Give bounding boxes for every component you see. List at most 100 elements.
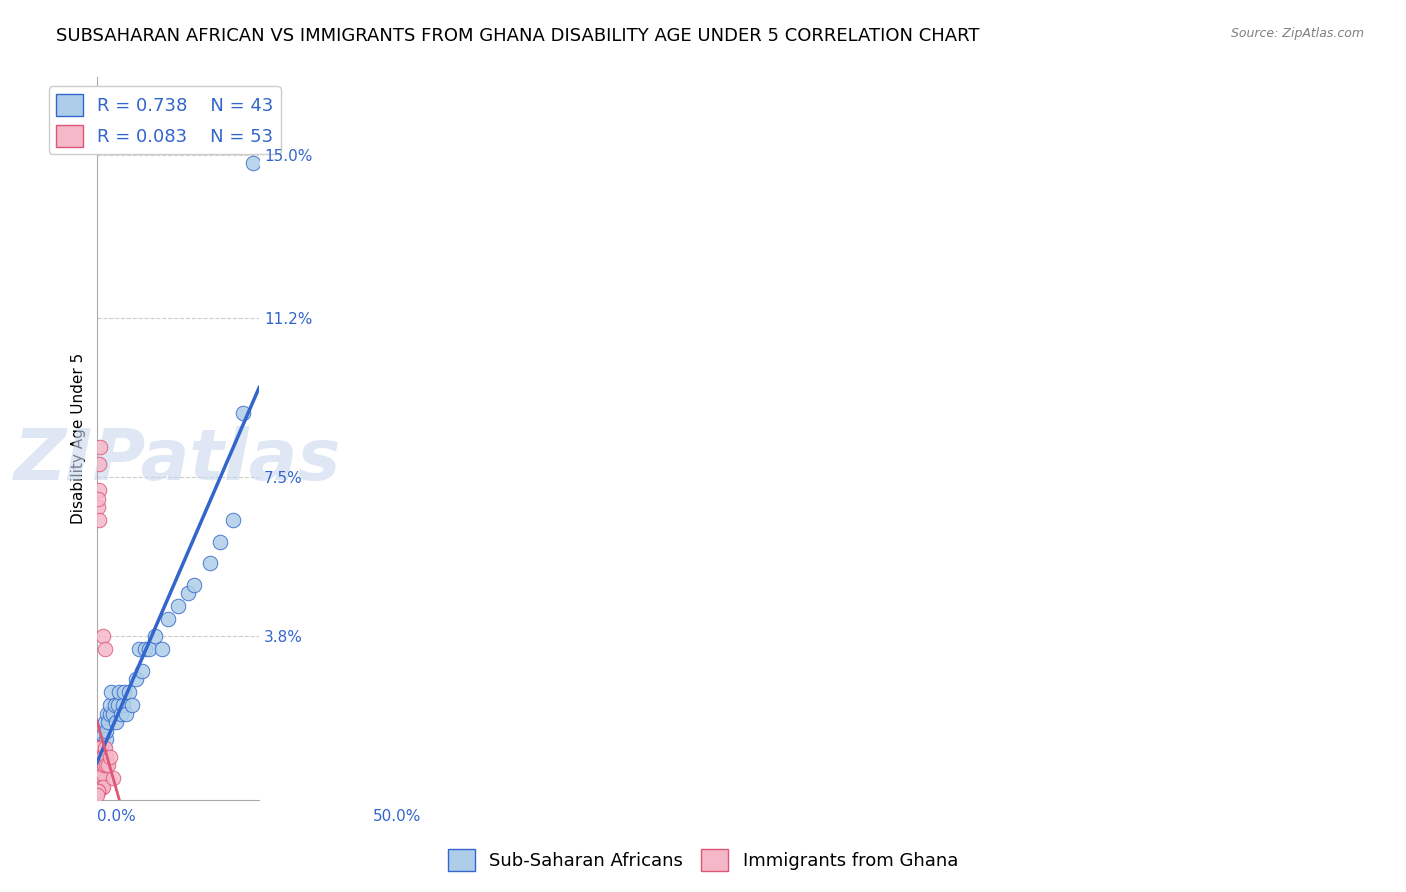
Point bbox=[86, 784, 108, 798]
Point bbox=[183, 577, 205, 591]
Legend: Sub-Saharan Africans, Immigrants from Ghana: Sub-Saharan Africans, Immigrants from Gh… bbox=[440, 842, 966, 879]
Point bbox=[89, 749, 111, 764]
Point bbox=[91, 749, 114, 764]
Point bbox=[90, 749, 112, 764]
Point bbox=[94, 741, 117, 756]
Point bbox=[94, 732, 117, 747]
Point bbox=[87, 491, 110, 506]
Point bbox=[103, 698, 125, 712]
Point bbox=[94, 749, 117, 764]
Point bbox=[87, 766, 110, 780]
Point bbox=[87, 775, 110, 789]
Point bbox=[90, 741, 112, 756]
Point bbox=[124, 672, 146, 686]
Point bbox=[87, 758, 110, 772]
Point bbox=[87, 741, 110, 756]
Point bbox=[94, 642, 117, 657]
Text: ZIPatlas: ZIPatlas bbox=[14, 425, 342, 495]
Point bbox=[134, 642, 156, 657]
Point bbox=[89, 741, 111, 756]
Point bbox=[101, 771, 124, 785]
Point bbox=[121, 698, 143, 712]
Point bbox=[89, 775, 111, 789]
Point bbox=[91, 766, 114, 780]
Point bbox=[87, 766, 110, 780]
Point bbox=[128, 642, 150, 657]
Point bbox=[94, 715, 117, 730]
Point bbox=[90, 780, 112, 794]
Point bbox=[200, 556, 222, 570]
Point bbox=[176, 586, 198, 600]
Point bbox=[112, 685, 135, 699]
Point bbox=[91, 629, 114, 643]
Point bbox=[100, 685, 122, 699]
Point bbox=[87, 749, 110, 764]
Point bbox=[96, 758, 118, 772]
Point bbox=[89, 766, 111, 780]
Point bbox=[209, 534, 232, 549]
Point bbox=[105, 715, 128, 730]
Point bbox=[89, 758, 111, 772]
Point bbox=[90, 775, 112, 789]
Point bbox=[89, 771, 111, 785]
Point bbox=[157, 612, 180, 626]
Point bbox=[93, 741, 115, 756]
Point bbox=[87, 483, 110, 497]
Point bbox=[87, 758, 110, 772]
Point bbox=[89, 440, 111, 454]
Point bbox=[96, 723, 118, 738]
Text: 50.0%: 50.0% bbox=[374, 809, 422, 824]
Point bbox=[87, 513, 110, 527]
Point bbox=[91, 780, 114, 794]
Point bbox=[97, 715, 120, 730]
Point bbox=[89, 766, 111, 780]
Text: SUBSAHARAN AFRICAN VS IMMIGRANTS FROM GHANA DISABILITY AGE UNDER 5 CORRELATION C: SUBSAHARAN AFRICAN VS IMMIGRANTS FROM GH… bbox=[56, 27, 980, 45]
Point bbox=[107, 698, 129, 712]
Point bbox=[90, 758, 112, 772]
Point bbox=[90, 758, 112, 772]
Point bbox=[87, 758, 110, 772]
Point bbox=[89, 775, 111, 789]
Point bbox=[110, 706, 132, 721]
Point bbox=[87, 766, 110, 780]
Point bbox=[222, 513, 245, 527]
Point bbox=[89, 749, 111, 764]
Point bbox=[143, 629, 166, 643]
Point bbox=[242, 156, 264, 170]
Point bbox=[118, 685, 141, 699]
Point bbox=[138, 642, 160, 657]
Point bbox=[90, 749, 112, 764]
Point bbox=[98, 749, 121, 764]
Point bbox=[101, 706, 124, 721]
Point bbox=[87, 500, 110, 515]
Point bbox=[93, 758, 115, 772]
Point bbox=[90, 766, 112, 780]
Point bbox=[98, 698, 121, 712]
Point bbox=[87, 784, 110, 798]
Point bbox=[131, 664, 153, 678]
Point bbox=[90, 771, 112, 785]
Point bbox=[91, 758, 114, 772]
Point bbox=[232, 406, 254, 420]
Point bbox=[90, 775, 112, 789]
Point bbox=[90, 780, 112, 794]
Point bbox=[87, 775, 110, 789]
Text: 0.0%: 0.0% bbox=[97, 809, 135, 824]
Point bbox=[111, 698, 134, 712]
Point bbox=[89, 758, 111, 772]
Point bbox=[87, 741, 110, 756]
Point bbox=[86, 758, 108, 772]
Point bbox=[98, 706, 121, 721]
Y-axis label: Disability Age Under 5: Disability Age Under 5 bbox=[72, 353, 86, 524]
Point bbox=[97, 758, 120, 772]
Text: Source: ZipAtlas.com: Source: ZipAtlas.com bbox=[1230, 27, 1364, 40]
Point bbox=[115, 706, 138, 721]
Point bbox=[89, 766, 111, 780]
Point bbox=[87, 749, 110, 764]
Legend: R = 0.738    N = 43, R = 0.083    N = 53: R = 0.738 N = 43, R = 0.083 N = 53 bbox=[49, 87, 281, 154]
Point bbox=[86, 789, 108, 803]
Point bbox=[108, 685, 131, 699]
Point bbox=[86, 771, 108, 785]
Point bbox=[89, 780, 111, 794]
Point bbox=[91, 728, 114, 742]
